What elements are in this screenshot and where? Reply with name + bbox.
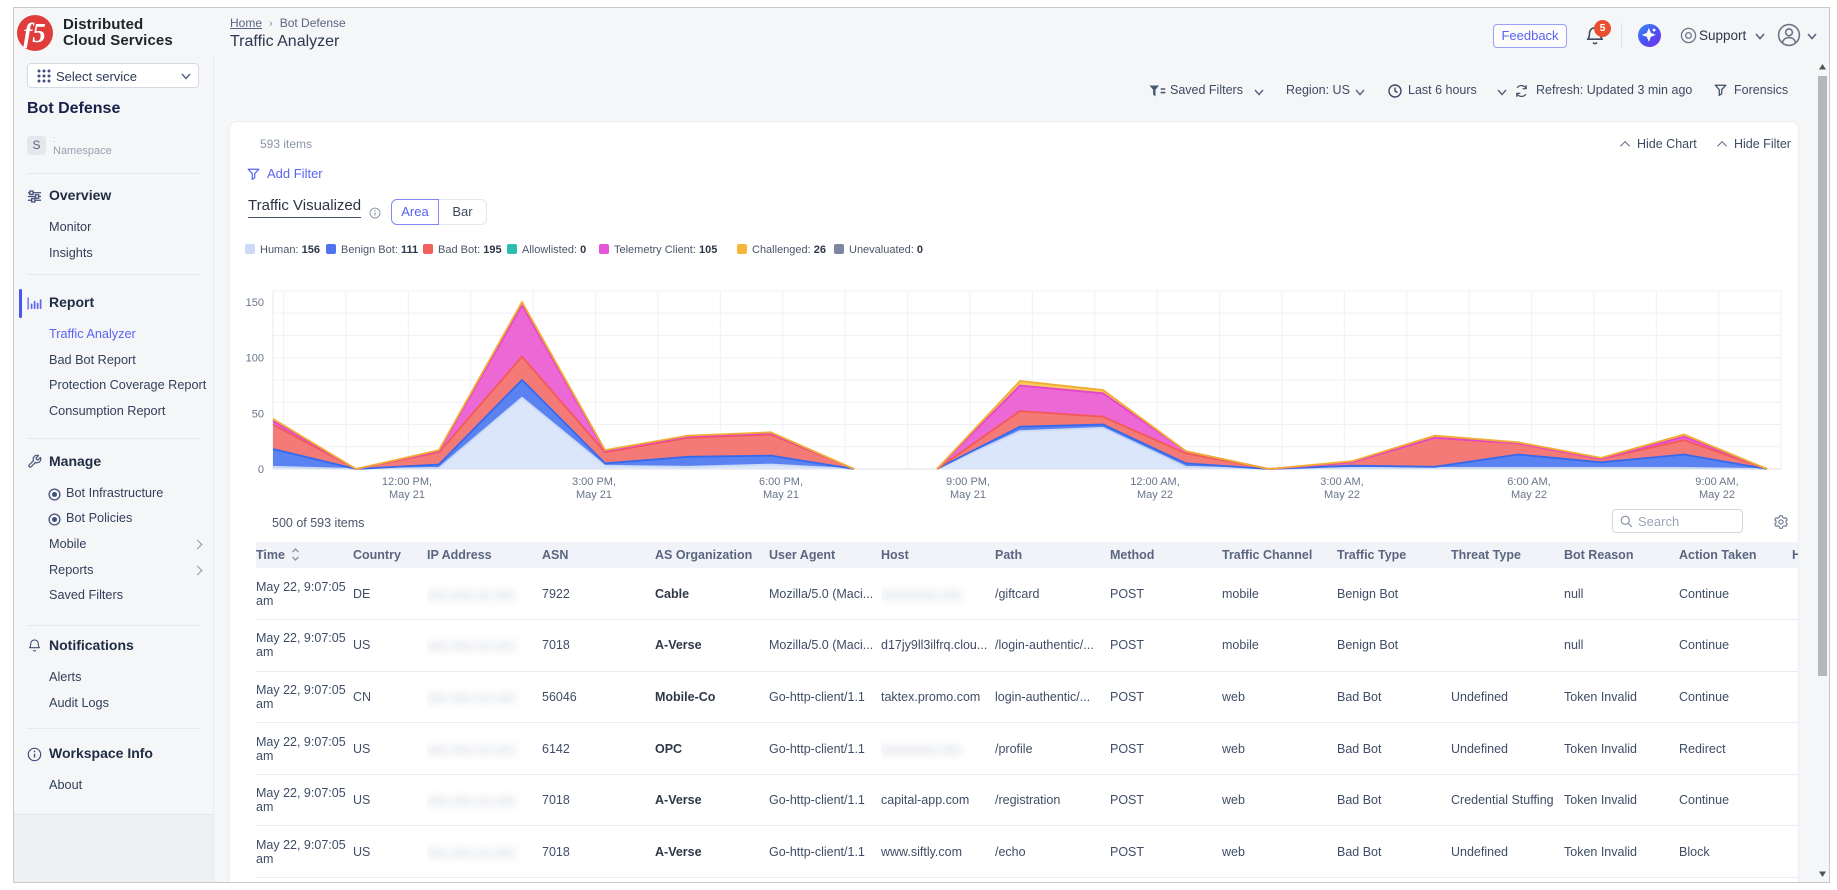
svg-text:f5: f5: [23, 18, 46, 48]
svg-text:May 22: May 22: [1137, 489, 1173, 501]
svg-text:May 21: May 21: [389, 489, 425, 501]
svg-text:3:00 AM,: 3:00 AM,: [1320, 476, 1363, 488]
svg-text:12:00 PM,: 12:00 PM,: [382, 476, 432, 488]
svg-text:12:00 AM,: 12:00 AM,: [1130, 476, 1180, 488]
svg-text:100: 100: [246, 353, 264, 365]
svg-text:6:00 AM,: 6:00 AM,: [1507, 476, 1550, 488]
svg-text:50: 50: [252, 408, 264, 420]
svg-text:May 22: May 22: [1511, 489, 1547, 501]
svg-text:May 21: May 21: [763, 489, 799, 501]
svg-text:9:00 PM,: 9:00 PM,: [946, 476, 990, 488]
svg-text:May 21: May 21: [576, 489, 612, 501]
svg-text:150: 150: [246, 297, 264, 309]
svg-text:6:00 PM,: 6:00 PM,: [759, 476, 803, 488]
svg-text:0: 0: [258, 464, 264, 476]
svg-text:May 21: May 21: [950, 489, 986, 501]
svg-text:3:00 PM,: 3:00 PM,: [572, 476, 616, 488]
svg-text:9:00 AM,: 9:00 AM,: [1695, 476, 1738, 488]
svg-text:May 22: May 22: [1699, 489, 1735, 501]
svg-text:May 22: May 22: [1324, 489, 1360, 501]
